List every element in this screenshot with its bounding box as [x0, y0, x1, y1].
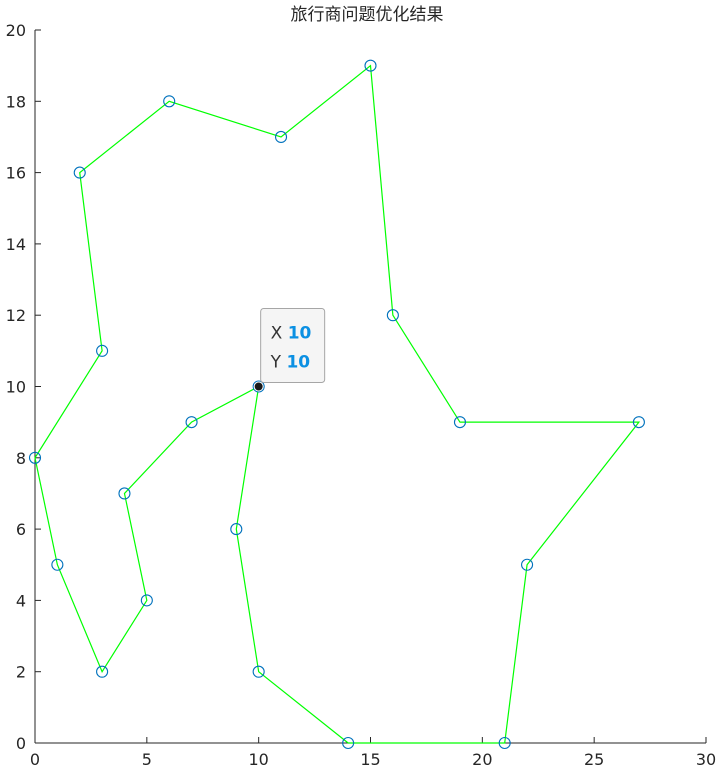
data-tip-y-value: 10 [286, 353, 310, 373]
route-path [34, 64, 641, 744]
city-marker [185, 416, 198, 429]
data-tip-box [260, 308, 326, 383]
y-tick-label: 6 [16, 520, 26, 539]
city-marker [51, 558, 64, 571]
chart-title: 旅行商问题优化结果 [291, 5, 444, 25]
y-tick-label: 12 [6, 306, 26, 325]
city-marker [386, 309, 399, 322]
x-tick-label: 5 [142, 750, 152, 769]
city-marker [632, 416, 645, 429]
y-tick-label: 2 [16, 663, 26, 682]
city-marker [252, 380, 265, 393]
data-tip-y-label: Y [270, 353, 287, 373]
data-tip: X 10Y 10 [253, 308, 326, 392]
city-marker [140, 594, 153, 607]
data-tip-y-row: Y 10 [270, 353, 311, 373]
city-marker [230, 523, 243, 536]
y-tick-label: 14 [6, 235, 26, 254]
city-marker [498, 736, 511, 750]
city-marker [274, 130, 288, 143]
city-marker [521, 558, 534, 571]
x-tick-label: 15 [360, 750, 380, 769]
city-marker [364, 59, 377, 72]
y-tick-label: 0 [16, 734, 26, 753]
data-tip-x-value: 10 [288, 324, 312, 344]
x-tick-label: 30 [696, 750, 716, 769]
city-marker [28, 451, 42, 464]
x-tick-label: 10 [248, 750, 268, 769]
city-markers [28, 59, 645, 750]
city-marker [118, 487, 131, 500]
y-tick-label: 8 [16, 449, 26, 468]
city-marker [73, 166, 86, 179]
y-tick-label: 20 [6, 21, 26, 40]
y-tick-label: 16 [6, 164, 26, 183]
city-marker [453, 416, 467, 429]
city-marker [252, 665, 265, 678]
data-tip-x-row: X 10 [271, 324, 312, 344]
y-tick-label: 4 [16, 591, 26, 610]
axes: 0 5 10 15 20 25 30 0 2 4 6 8 10 12 14 16 18 20 [6, 21, 717, 769]
city-marker [163, 95, 176, 108]
city-marker [96, 665, 109, 678]
city-marker [96, 344, 109, 357]
route-line [34, 64, 641, 744]
data-tip-point [253, 381, 264, 392]
data-tip-x-label: X [271, 324, 288, 344]
x-tick-label: 20 [472, 750, 492, 769]
city-marker [342, 736, 355, 750]
y-tick-label: 18 [6, 92, 26, 111]
x-tick-label: 25 [584, 750, 604, 769]
x-tick-label: 0 [30, 750, 40, 769]
y-tick-label: 10 [6, 378, 26, 397]
